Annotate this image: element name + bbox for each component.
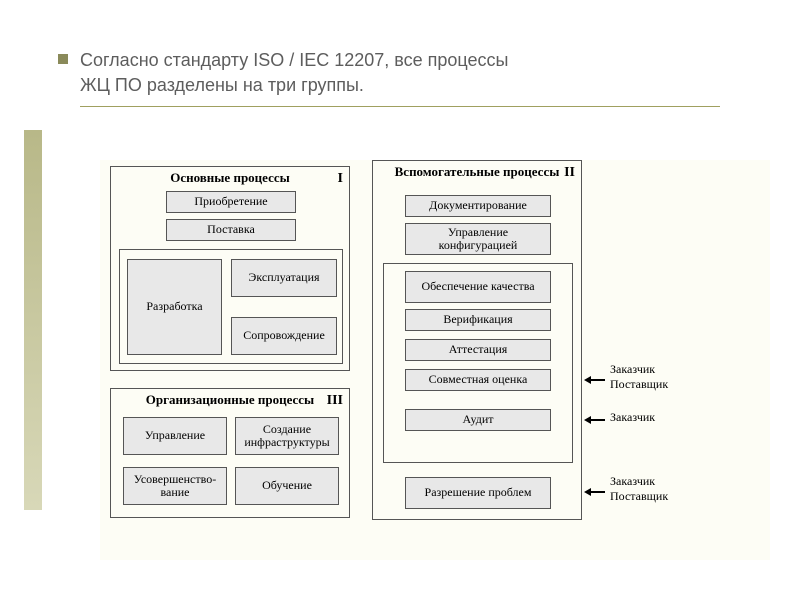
label-postavshchik-2: Поставщик — [610, 489, 668, 503]
item-attestatsiya: Аттестация — [405, 339, 551, 361]
item-postavka: Поставка — [166, 219, 296, 241]
divider — [80, 106, 720, 107]
item-verifikatsiya: Верификация — [405, 309, 551, 331]
group-main-title: Основные процессы — [111, 171, 349, 185]
side-accent — [24, 130, 42, 510]
diagram-area: Основные процессы I Приобретение Поставк… — [100, 160, 770, 560]
label-postavshchik-1: Поставщик — [610, 377, 668, 391]
arrow-2 — [584, 416, 605, 424]
item-upr-konfig: Управление конфигурацией — [405, 223, 551, 255]
item-ekspluatatsiya: Эксплуатация — [231, 259, 337, 297]
title-bullet — [58, 54, 68, 64]
arrow-1 — [584, 376, 605, 384]
item-upravlenie: Управление — [123, 417, 227, 455]
label-zakazchik-3: Заказчик — [610, 474, 655, 488]
roman-3: III — [327, 393, 343, 409]
item-sovmestnaya: Совместная оценка — [405, 369, 551, 391]
group-org-title: Организационные процессы — [111, 393, 349, 407]
title-line-1: Согласно стандарту ISO / IEC 12207, все … — [80, 48, 720, 73]
item-razreshenie: Разрешение проблем — [405, 477, 551, 509]
group-aux: Вспомогательные процессы II Документиров… — [372, 160, 582, 520]
item-usovershenstvo: Усовершенство- вание — [123, 467, 227, 505]
roman-2: II — [564, 165, 575, 181]
roman-1: I — [338, 171, 343, 187]
label-zakazchik-2: Заказчик — [610, 410, 655, 424]
group-aux-title: Вспомогательные процессы — [373, 165, 581, 179]
item-razrabotka: Разработка — [127, 259, 222, 355]
group-org: Организационные процессы III Управление … — [110, 388, 350, 518]
arrow-3 — [584, 488, 605, 496]
item-priobretenie: Приобретение — [166, 191, 296, 213]
item-dokumentirovanie: Документирование — [405, 195, 551, 217]
title-line-2: ЖЦ ПО разделены на три группы. — [80, 73, 720, 98]
item-obuchenie: Обучение — [235, 467, 339, 505]
item-soprovozhdenie: Сопровождение — [231, 317, 337, 355]
group-main: Основные процессы I Приобретение Поставк… — [110, 166, 350, 371]
item-audit: Аудит — [405, 409, 551, 431]
item-obespechenie: Обеспечение качества — [405, 271, 551, 303]
title-area: Согласно стандарту ISO / IEC 12207, все … — [0, 0, 800, 119]
item-infrastruktura: Создание инфраструктуры — [235, 417, 339, 455]
label-zakazchik-1: Заказчик — [610, 362, 655, 376]
